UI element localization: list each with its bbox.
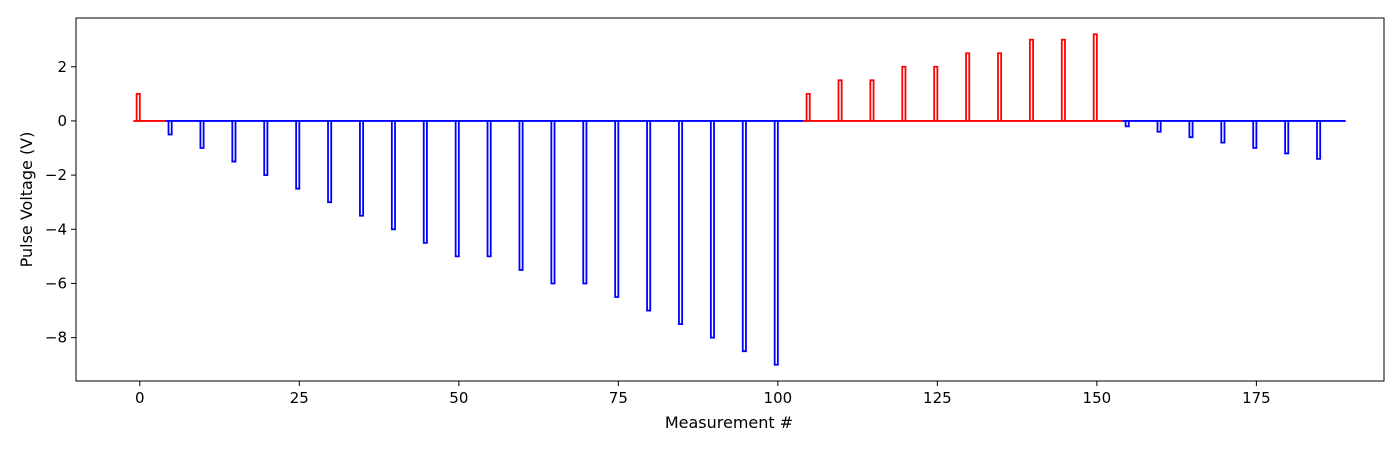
plot-area [76,18,1384,381]
y-tick-label: −4 [45,220,67,238]
pulse-mark [805,92,811,121]
x-tick-label: 75 [609,389,628,407]
pulse-mark [582,120,588,285]
pulse-mark [646,120,652,312]
pulse-mark [454,120,460,258]
x-tick-label: 0 [135,389,145,407]
y-tick-label: 0 [57,112,67,130]
series-0 [133,92,166,122]
pulse-mark [678,120,684,326]
pulse-mark [1252,120,1258,149]
pulse-mark [1156,120,1162,133]
x-tick-label: 25 [290,389,309,407]
pulse-mark [741,120,747,353]
pulse-mark [359,120,365,217]
pulse-mark [327,120,333,204]
y-axis-ticks: −8 −6 −4 −2 0 2 [45,58,76,347]
pulse-mark [135,92,141,121]
x-axis-ticks: 0 25 50 75 100 125 150 175 [135,381,1271,407]
pulse-mark [550,120,556,285]
x-tick-label: 175 [1242,389,1271,407]
pulse-mark [231,120,237,163]
pulse-mark [869,79,875,121]
pulse-mark [263,120,269,177]
x-tick-label: 125 [923,389,952,407]
pulse-mark [1188,120,1194,139]
pulse-mark [901,65,907,121]
pulse-mark [518,120,524,271]
pulse-mark [933,65,939,121]
pulse-mark [1284,120,1290,155]
pulse-mark [1316,120,1322,160]
series-3 [1122,120,1346,160]
x-tick-label: 100 [764,389,793,407]
pulse-mark [199,120,205,149]
y-tick-label: −8 [45,329,67,347]
pulse-mark [997,52,1003,121]
pulse-mark [965,52,971,121]
pulse-mark [837,79,843,121]
series-2 [803,33,1123,122]
pulse-mark [1060,38,1066,121]
pulse-mark [1028,38,1034,121]
series-1 [165,120,804,366]
y-axis-label: Pulse Voltage (V) [17,132,36,268]
pulse-mark [167,120,173,136]
y-tick-label: −2 [45,166,67,184]
pulse-mark [773,120,779,366]
pulse-mark [1124,120,1130,128]
pulse-mark [1092,33,1098,121]
y-tick-label: 2 [57,58,67,76]
series-layer [133,33,1346,366]
y-tick-label: −6 [45,274,67,292]
x-tick-label: 50 [449,389,468,407]
pulse-mark [422,120,428,244]
x-tick-label: 150 [1083,389,1112,407]
pulse-mark [390,120,396,231]
plot-frame [75,17,1385,382]
pulse-mark [1220,120,1226,144]
pulse-mark [614,120,620,298]
pulse-mark [295,120,301,190]
pulse-mark [486,120,492,258]
x-axis-label: Measurement # [665,413,793,432]
pulse-mark [709,120,715,339]
